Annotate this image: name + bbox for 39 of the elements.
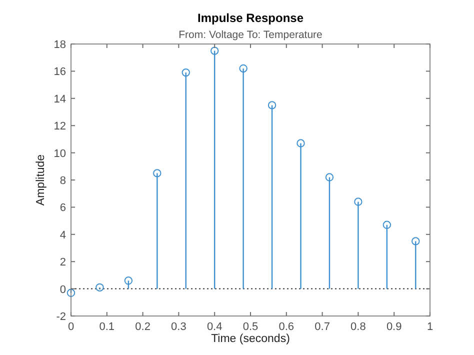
x-tick-label: 0.6 [278,321,294,333]
point [96,283,104,292]
point [354,198,362,206]
point [268,101,276,110]
point [239,64,248,73]
point [382,220,392,229]
x-tick-label: 0.5 [242,321,258,333]
x-axis-title: Time (seconds) [211,333,290,345]
x-tick-label: 0.7 [314,321,330,333]
y-tick-label: 6 [60,202,66,214]
x-tick-label: 0.3 [171,321,186,333]
x-tick-label: 0.1 [99,321,115,333]
y-tick-label: 16 [54,66,66,78]
point [210,46,219,55]
x-tick-label: 1 [426,321,434,333]
point [66,288,76,297]
chart-subtitle: From: Voltage To: Temperature [178,29,323,41]
x-tick-label: 0 [68,321,74,333]
point [325,173,334,182]
y-tick-label: 2 [60,256,66,269]
x-tick-label: 0.2 [135,321,150,333]
point [124,276,133,285]
y-tick-label: 12 [54,120,66,133]
y-tick-label: 14 [54,93,66,106]
y-tick-label: 4 [60,229,66,242]
point [296,139,305,148]
y-tick-label: -2 [56,311,66,323]
point [153,169,162,178]
point [412,237,420,246]
x-tick-label: 0.9 [386,321,402,333]
x-tick-label: 0.4 [206,321,222,333]
y-axis-title: Amplitude [35,154,47,206]
y-tick-label: 18 [54,39,66,51]
y-tick-label: 0 [60,284,66,296]
y-tick-label: 10 [54,148,66,160]
chart-title: Impulse Response [197,11,304,25]
point [182,68,190,77]
y-tick-label: 8 [60,175,66,187]
x-tick-label: 0.8 [350,321,366,333]
